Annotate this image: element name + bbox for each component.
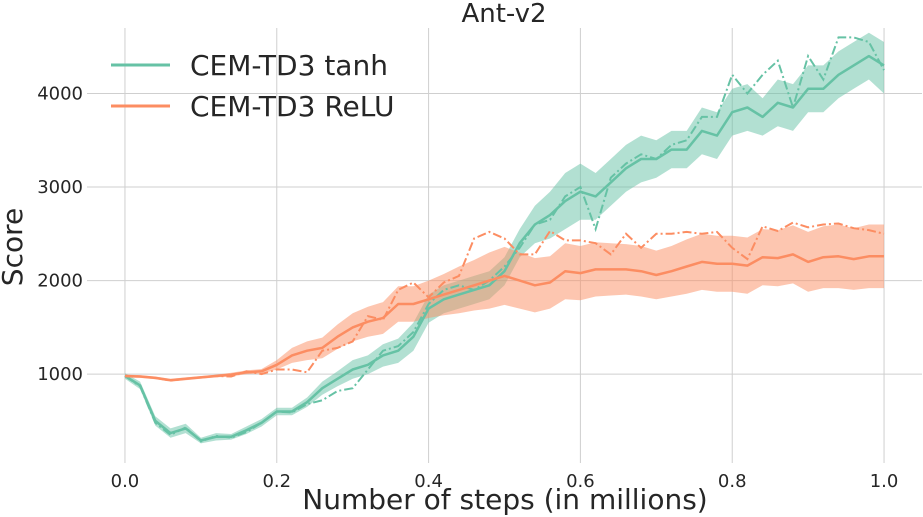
chart-title: Ant-v2	[461, 0, 546, 29]
x-tick-label: 0.2	[262, 471, 291, 492]
y-tick-label: 4000	[37, 83, 83, 104]
y-tick-label: 2000	[37, 271, 83, 292]
x-tick-label: 0.6	[566, 471, 595, 492]
best-line-tanh	[124, 36, 885, 443]
y-tick-label: 1000	[37, 364, 83, 385]
legend-label-relu: CEM-TD3 ReLU	[190, 90, 394, 123]
x-tick-label: 1.0	[870, 471, 899, 492]
band-tanh	[125, 32, 884, 444]
x-axis-label: Number of steps (in millions)	[302, 483, 707, 516]
legend-label-tanh: CEM-TD3 tanh	[190, 49, 388, 82]
x-tick-label: 0.4	[414, 471, 443, 492]
legend: CEM-TD3 tanh CEM-TD3 ReLU	[111, 49, 394, 123]
mean-line-tanh	[124, 54, 885, 442]
series-lines	[124, 36, 885, 443]
tick-labels: 0.0 0.2 0.4 0.6 0.8 1.0 1000 2000 3000 4000	[37, 83, 898, 492]
x-tick-label: 0.0	[111, 471, 140, 492]
y-axis-label: Score	[0, 208, 29, 286]
x-tick-label: 0.8	[718, 471, 747, 492]
best-line-relu	[124, 221, 885, 382]
y-tick-label: 3000	[37, 177, 83, 198]
